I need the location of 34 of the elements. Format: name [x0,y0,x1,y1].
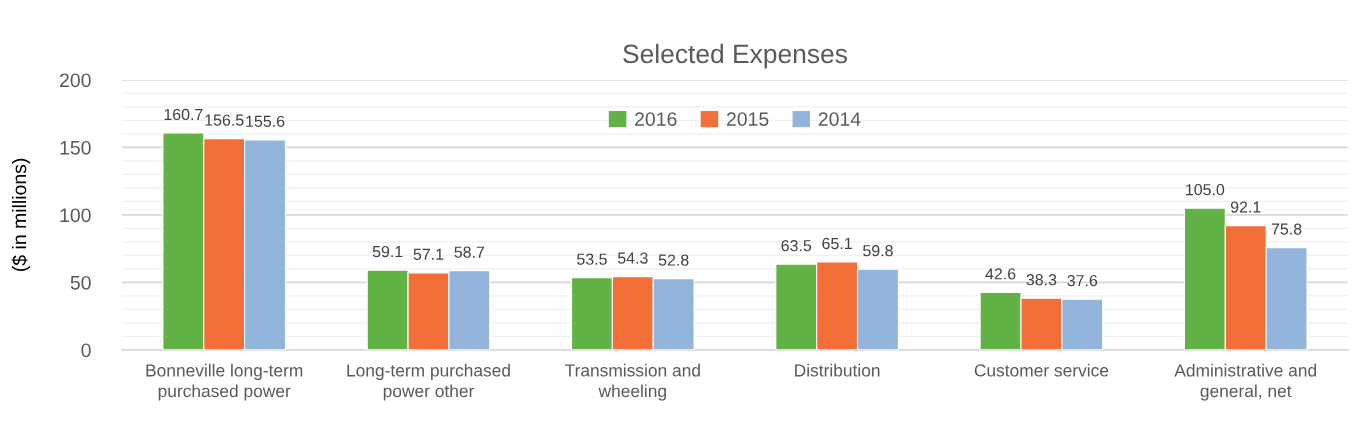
data-label: 52.8 [658,254,689,266]
y-axis-title: ($ in millions) [11,158,31,271]
data-label: 38.3 [1026,274,1057,286]
legend-label: 2015 [726,112,769,126]
data-label: 58.7 [454,246,485,258]
data-label: 63.5 [781,240,812,252]
y-tick-label: 150 [60,140,91,155]
y-tick-label: 0 [81,343,91,358]
data-label: 42.6 [985,268,1016,280]
data-label: 57.1 [413,248,444,260]
data-label: 105.0 [1186,183,1225,196]
x-tick-label: Long-term purchased power other [347,363,510,401]
data-label: 37.6 [1067,274,1098,287]
data-label: 75.8 [1271,223,1302,235]
x-tick-label: Administrative and general, net [1174,363,1316,401]
chart-title: Selected Expenses [623,43,847,69]
data-label: 160.7 [164,108,203,121]
legend-label: 2014 [818,112,861,126]
data-label: 54.3 [617,252,648,264]
y-tick-label: 200 [60,73,91,88]
legend-label: 2016 [635,112,677,126]
data-label: 65.1 [822,237,852,250]
data-label: 53.5 [577,253,607,265]
data-label: 59.1 [372,245,403,258]
data-label: 59.8 [863,245,893,257]
data-label: 155.6 [246,115,285,127]
x-tick-label: Distribution [795,363,880,377]
y-tick-label: 50 [70,275,91,290]
y-tick-label: 100 [60,208,91,223]
x-tick-label: Customer service [974,363,1109,377]
data-label: 92.1 [1230,201,1261,213]
x-tick-label: Transmission and wheeling [565,363,700,401]
x-tick-label: Bonneville long-term purchased power [146,363,303,401]
data-label: 156.5 [205,114,244,126]
